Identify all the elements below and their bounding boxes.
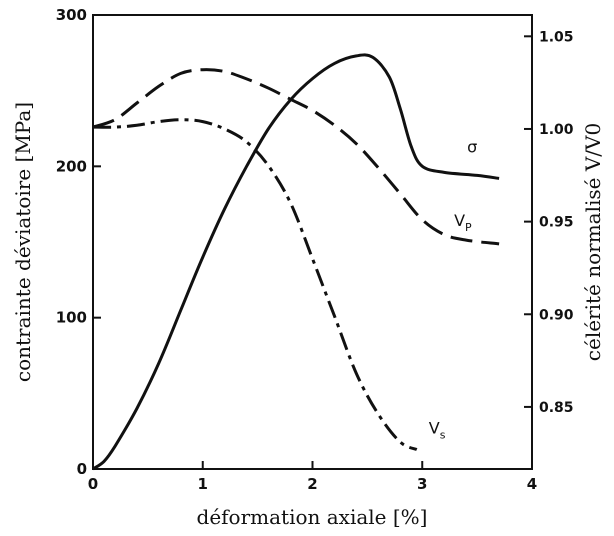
- series-labels: σ VP Vs: [429, 137, 477, 441]
- x-tick-label: 2: [307, 475, 317, 493]
- y2-axis-title: célérité normalisé V/V0: [581, 123, 605, 361]
- y-tick-label: 0: [77, 460, 87, 478]
- y2-tick-label: 1.00: [539, 122, 574, 138]
- x-tick-label: 3: [417, 475, 427, 493]
- y2-tick-label: 1.05: [539, 29, 574, 45]
- y2-tick-label: 0.95: [539, 215, 574, 231]
- vs-label: Vs: [429, 419, 446, 442]
- bottom-axis-ticks: 0 1 2 3 4: [88, 461, 537, 493]
- plot-frame: [92, 14, 533, 470]
- x-tick-label: 0: [88, 475, 98, 493]
- series-layer: [92, 53, 500, 471]
- y2-tick-label: 0.85: [539, 400, 574, 416]
- y-tick-label: 100: [56, 309, 87, 327]
- y-axis-title: contrainte déviatoire [MPa]: [11, 102, 35, 382]
- y-tick-label: 200: [56, 157, 87, 175]
- x-axis-title: déformation axiale [%]: [197, 505, 428, 529]
- right-axis-ticks: 0.85 0.90 0.95 1.00 1.05: [524, 29, 574, 416]
- sigma-label: σ: [467, 137, 477, 156]
- x-tick-label: 1: [198, 475, 208, 493]
- y-tick-label: 300: [56, 6, 87, 24]
- vp-label: VP: [454, 211, 472, 234]
- vp-curve: [92, 68, 500, 246]
- sigma-curve: [92, 53, 500, 471]
- left-axis-ticks: 0 100 200 300: [56, 6, 101, 478]
- vs-curve: [92, 118, 418, 451]
- y2-tick-label: 0.90: [539, 307, 574, 323]
- x-tick-label: 4: [527, 475, 537, 493]
